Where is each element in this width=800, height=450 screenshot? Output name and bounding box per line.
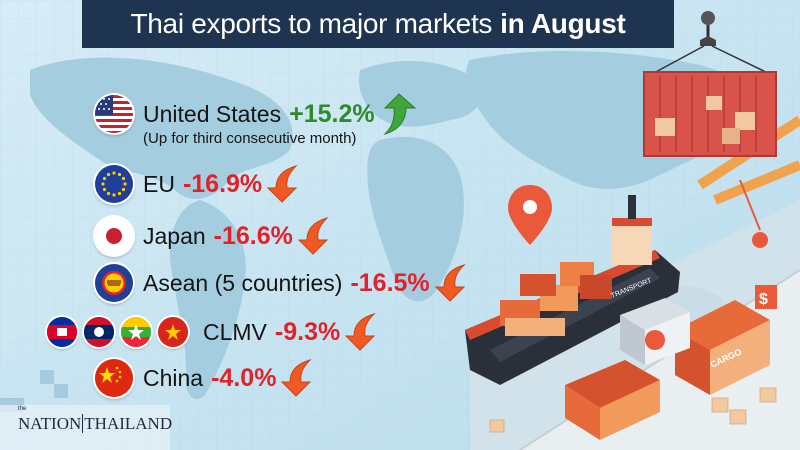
svg-text:$: $ [759, 291, 768, 308]
cargo-ship: TRANSPORT [465, 195, 680, 385]
myanmar-flag-icon [121, 317, 151, 347]
clmv-flags-icon [47, 317, 195, 347]
china-flag-icon [95, 359, 133, 397]
market-name: CLMV [203, 318, 267, 345]
down-arrow-icon [434, 263, 466, 302]
title-banner: Thai exports to major markets in August [82, 0, 674, 48]
up-arrow-icon [382, 93, 416, 136]
location-pin-icon [508, 185, 552, 245]
market-name: China [143, 364, 204, 391]
hanging-container [643, 11, 777, 157]
market-change: +15.2% [289, 99, 375, 128]
title-text: Thai exports to major markets [130, 8, 493, 39]
market-row-china: China -4.0% [95, 358, 314, 398]
japan-flag-icon [95, 217, 133, 255]
vietnam-flag-icon [158, 317, 188, 347]
title-emphasis: in August [500, 8, 626, 39]
nation-thailand-logo: the NATION THAILAND [18, 406, 173, 433]
down-arrow-icon [345, 312, 376, 351]
market-change: -9.3% [274, 317, 341, 346]
market-row-eu: EU -16.9% [95, 164, 300, 204]
market-change: -4.0% [211, 363, 277, 392]
laos-flag-icon [84, 317, 114, 347]
asean-flag-icon [95, 264, 133, 302]
market-name: Japan [143, 222, 206, 249]
market-name: Asean (5 countries) [143, 269, 343, 296]
market-name: EU [143, 170, 175, 197]
market-change: -16.9% [182, 169, 263, 198]
cambodia-flag-icon [47, 317, 77, 347]
market-row-clmv: CLMV -9.3% [47, 312, 378, 352]
market-change: -16.5% [350, 268, 430, 297]
market-row-asean: Asean (5 countries) -16.5% [95, 263, 468, 303]
eu-flag-icon [95, 165, 133, 203]
us-note: (Up for third consecutive month) [143, 130, 357, 147]
market-row-japan: Japan -16.6% [95, 216, 331, 256]
market-name: United States [143, 100, 282, 127]
us-flag-icon [95, 95, 133, 133]
market-change: -16.6% [213, 221, 293, 250]
dock-containers: CARGO [565, 298, 770, 440]
down-arrow-icon [297, 216, 329, 255]
down-arrow-icon [266, 164, 298, 203]
down-arrow-icon [281, 358, 313, 397]
market-row-us: United States +15.2% [95, 92, 417, 136]
